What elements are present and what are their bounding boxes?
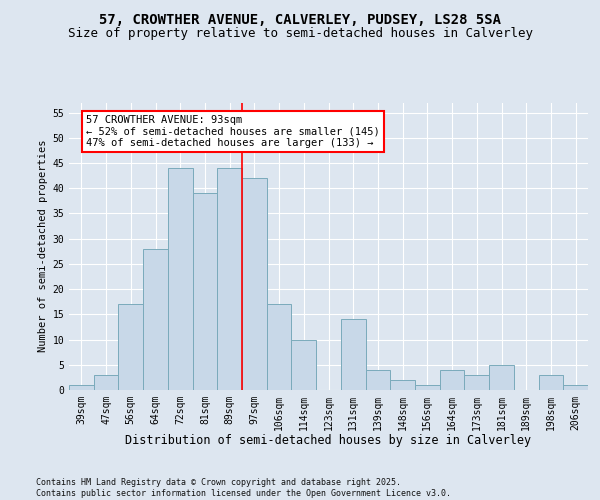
Bar — [440, 370, 464, 390]
Bar — [341, 320, 365, 390]
Text: Contains HM Land Registry data © Crown copyright and database right 2025.
Contai: Contains HM Land Registry data © Crown c… — [36, 478, 451, 498]
Bar — [242, 178, 267, 390]
Bar — [69, 385, 94, 390]
Bar — [143, 249, 168, 390]
Bar — [563, 385, 588, 390]
Bar — [365, 370, 390, 390]
Bar — [217, 168, 242, 390]
Text: 57, CROWTHER AVENUE, CALVERLEY, PUDSEY, LS28 5SA: 57, CROWTHER AVENUE, CALVERLEY, PUDSEY, … — [99, 12, 501, 26]
Bar — [94, 375, 118, 390]
Text: 57 CROWTHER AVENUE: 93sqm
← 52% of semi-detached houses are smaller (145)
47% of: 57 CROWTHER AVENUE: 93sqm ← 52% of semi-… — [86, 115, 380, 148]
X-axis label: Distribution of semi-detached houses by size in Calverley: Distribution of semi-detached houses by … — [125, 434, 532, 448]
Bar — [292, 340, 316, 390]
Bar — [390, 380, 415, 390]
Text: Size of property relative to semi-detached houses in Calverley: Size of property relative to semi-detach… — [67, 28, 533, 40]
Bar — [168, 168, 193, 390]
Bar — [267, 304, 292, 390]
Bar — [415, 385, 440, 390]
Bar — [193, 194, 217, 390]
Y-axis label: Number of semi-detached properties: Number of semi-detached properties — [38, 140, 48, 352]
Bar — [118, 304, 143, 390]
Bar — [489, 365, 514, 390]
Bar — [539, 375, 563, 390]
Bar — [464, 375, 489, 390]
